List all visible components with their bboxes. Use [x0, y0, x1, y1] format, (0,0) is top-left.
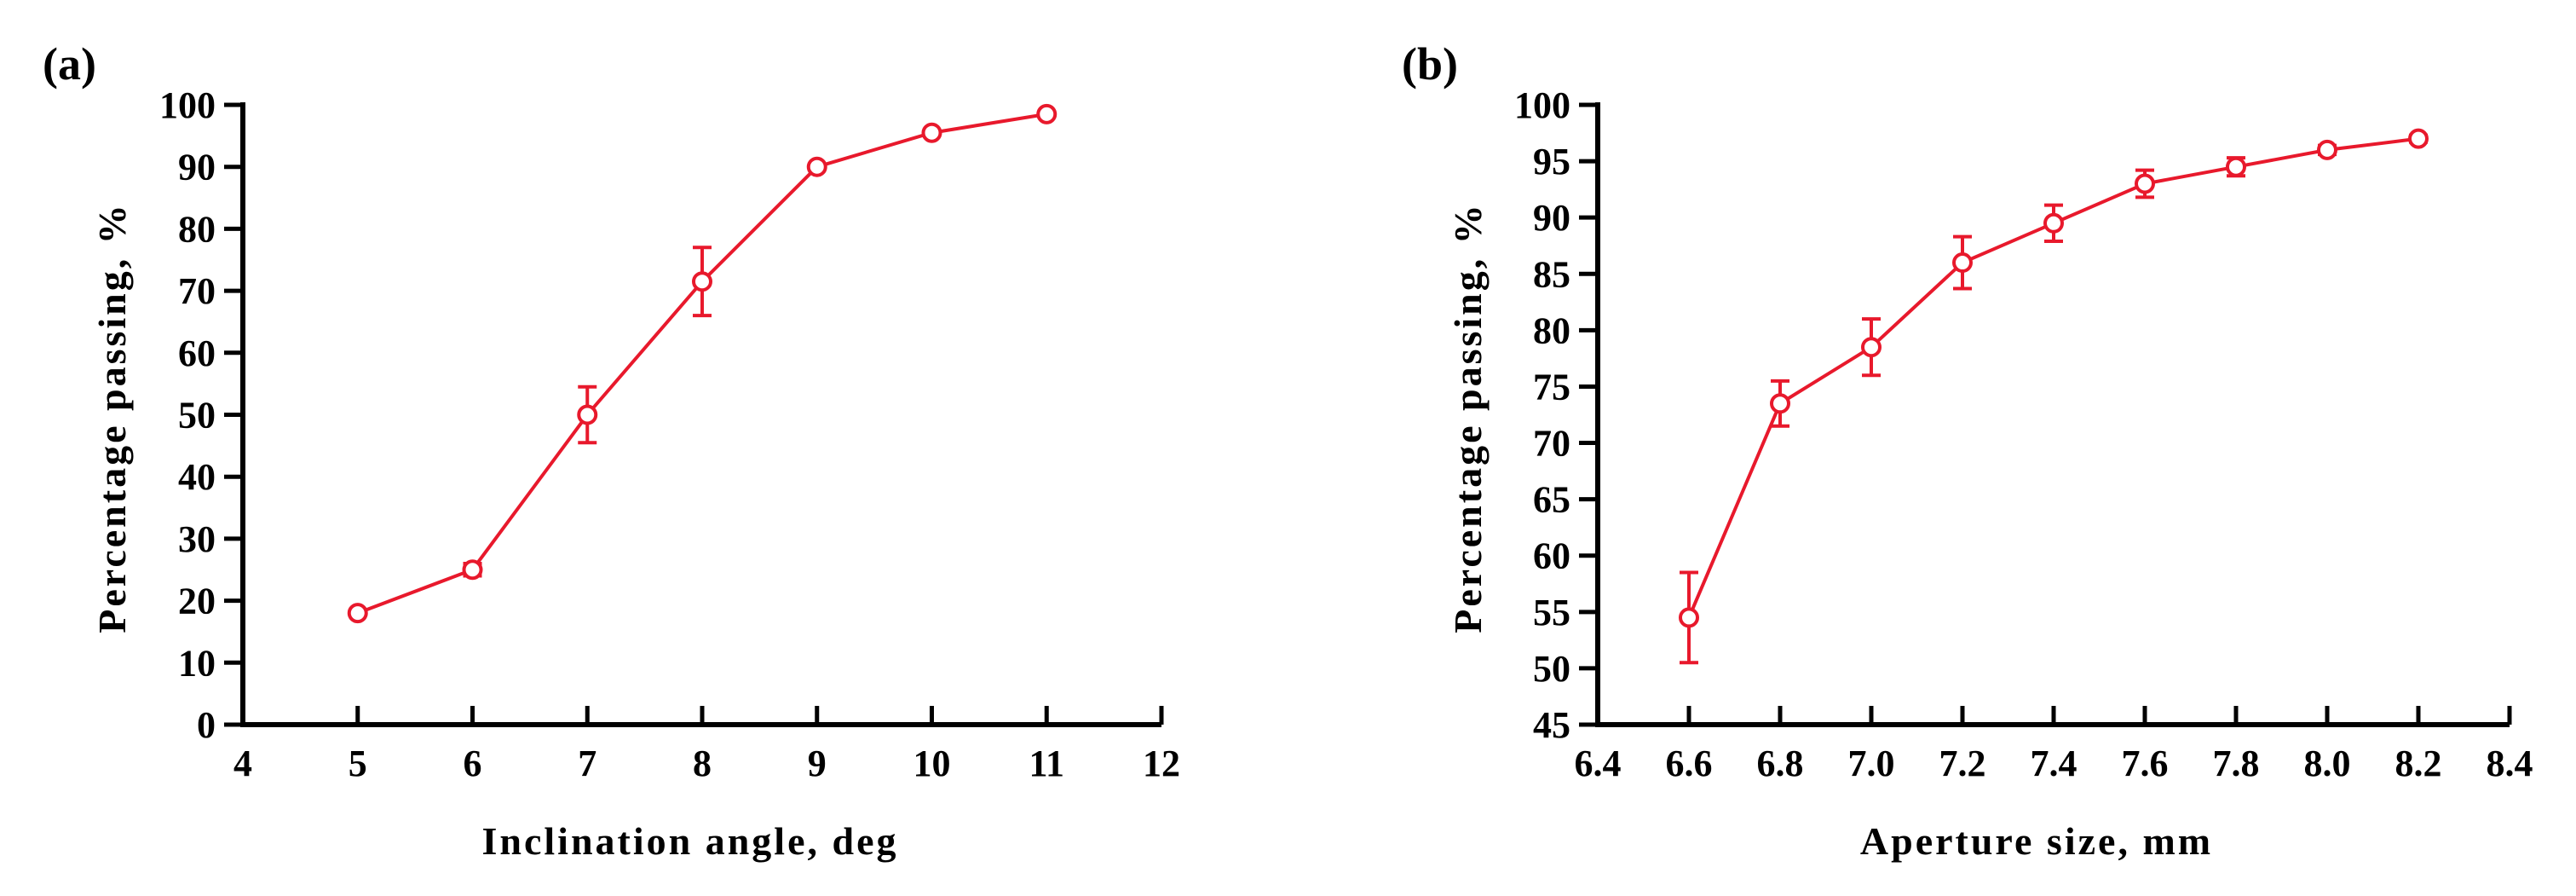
- chart-panel-a: (a) Percentage passing, % Inclination an…: [43, 38, 1180, 863]
- x-tick-label-b-10: 8.4: [2487, 743, 2533, 784]
- panel-label-a: (a): [43, 38, 96, 90]
- data-point-b-0: [1679, 607, 1699, 628]
- y-ticks-b: 45 50 55 60 65 70 75 80 85 90 95 100: [1514, 84, 1598, 746]
- x-tick-label-a-4: 8: [693, 743, 712, 784]
- y-ticks-a: 0 10 20 30 40 50 60 70 80 90 100: [159, 84, 243, 746]
- series-line-a-0: [357, 112, 1047, 616]
- x-tick-label-b-8: 8.0: [2304, 743, 2351, 784]
- x-tick-label-a-3: 7: [578, 743, 596, 784]
- data-point-b-5: [2135, 173, 2155, 194]
- x-tick-label-b-7: 7.8: [2213, 743, 2260, 784]
- axes-a: [240, 102, 1161, 727]
- y-tick-label-b-6: 75: [1533, 366, 1570, 408]
- x-ticks-a: 4 5 6 7 8 9 10 11 12: [233, 706, 1180, 784]
- panel-label-b: (b): [1402, 38, 1458, 90]
- y-tick-label-a-8: 80: [178, 208, 216, 250]
- series-b: [1679, 128, 2429, 665]
- data-point-b-2: [1861, 337, 1882, 358]
- x-tick-label-a-1: 5: [349, 743, 367, 784]
- x-tick-label-b-5: 7.4: [2031, 743, 2078, 784]
- x-tick-label-b-4: 7.2: [1939, 743, 1986, 784]
- x-tick-label-b-1: 6.6: [1666, 743, 1713, 784]
- y-tick-label-a-9: 90: [178, 147, 216, 188]
- x-ticks-b: 6.4 6.6 6.8 7.0 7.2 7.4 7.6 7.8 8.0 8.2 8.4: [1575, 706, 2533, 784]
- y-tick-label-b-3: 60: [1533, 535, 1570, 577]
- y-tick-label-b-8: 85: [1533, 253, 1570, 295]
- y-tick-label-b-11: 100: [1514, 84, 1570, 126]
- y-tick-label-b-7: 80: [1533, 309, 1570, 351]
- x-tick-label-a-6: 10: [913, 743, 951, 784]
- y-tick-label-a-3: 30: [178, 518, 216, 560]
- y-tick-label-b-5: 70: [1533, 423, 1570, 465]
- y-tick-label-a-6: 60: [178, 332, 216, 374]
- data-point-a-2: [577, 404, 598, 425]
- y-tick-label-a-5: 50: [178, 395, 216, 436]
- data-point-a-5: [921, 122, 942, 143]
- y-tick-label-b-0: 45: [1533, 704, 1570, 746]
- data-point-a-4: [806, 156, 827, 177]
- y-tick-label-b-9: 90: [1533, 197, 1570, 239]
- x-axis-title-b: Aperture size, mm: [1860, 819, 2213, 863]
- y-tick-label-a-7: 70: [178, 270, 216, 312]
- y-tick-label-a-0: 0: [197, 704, 216, 746]
- data-point-b-1: [1770, 393, 1790, 414]
- x-axis-title-a: Inclination angle, deg: [481, 819, 898, 863]
- axes-b: [1595, 102, 2510, 727]
- y-axis-title-a: Percentage passing, %: [90, 202, 134, 633]
- y-tick-label-b-4: 65: [1533, 479, 1570, 521]
- series-a: [347, 103, 1057, 624]
- data-point-b-6: [2226, 156, 2246, 177]
- x-tick-label-b-3: 7.0: [1848, 743, 1895, 784]
- x-tick-label-a-0: 4: [233, 743, 252, 784]
- x-tick-label-a-2: 6: [464, 743, 482, 784]
- y-tick-label-b-2: 55: [1533, 592, 1570, 633]
- data-point-a-0: [347, 603, 368, 624]
- y-tick-label-a-2: 20: [178, 581, 216, 622]
- y-axis-title-b: Percentage passing, %: [1446, 202, 1490, 633]
- y-tick-label-a-1: 10: [178, 642, 216, 684]
- y-tick-label-a-10: 100: [159, 84, 216, 126]
- data-point-b-4: [2043, 212, 2064, 234]
- y-tick-label-b-10: 95: [1533, 141, 1570, 182]
- data-point-b-8: [2408, 128, 2429, 149]
- x-tick-label-a-7: 11: [1029, 743, 1064, 784]
- data-point-a-6: [1036, 103, 1057, 124]
- chart-panel-b: (b) Percentage passing, % Aperture size,…: [1402, 38, 2533, 863]
- data-point-a-3: [692, 271, 712, 292]
- y-tick-label-a-4: 40: [178, 456, 216, 498]
- x-tick-label-a-5: 9: [808, 743, 827, 784]
- x-tick-label-b-6: 7.6: [2122, 743, 2169, 784]
- x-tick-label-b-0: 6.4: [1575, 743, 1622, 784]
- y-tick-label-b-1: 50: [1533, 648, 1570, 690]
- x-tick-label-b-9: 8.2: [2395, 743, 2442, 784]
- x-tick-label-a-8: 12: [1143, 743, 1180, 784]
- data-point-b-3: [1952, 252, 1973, 274]
- data-point-b-7: [2317, 139, 2337, 160]
- x-tick-label-b-2: 6.8: [1757, 743, 1804, 784]
- data-point-a-1: [462, 559, 483, 581]
